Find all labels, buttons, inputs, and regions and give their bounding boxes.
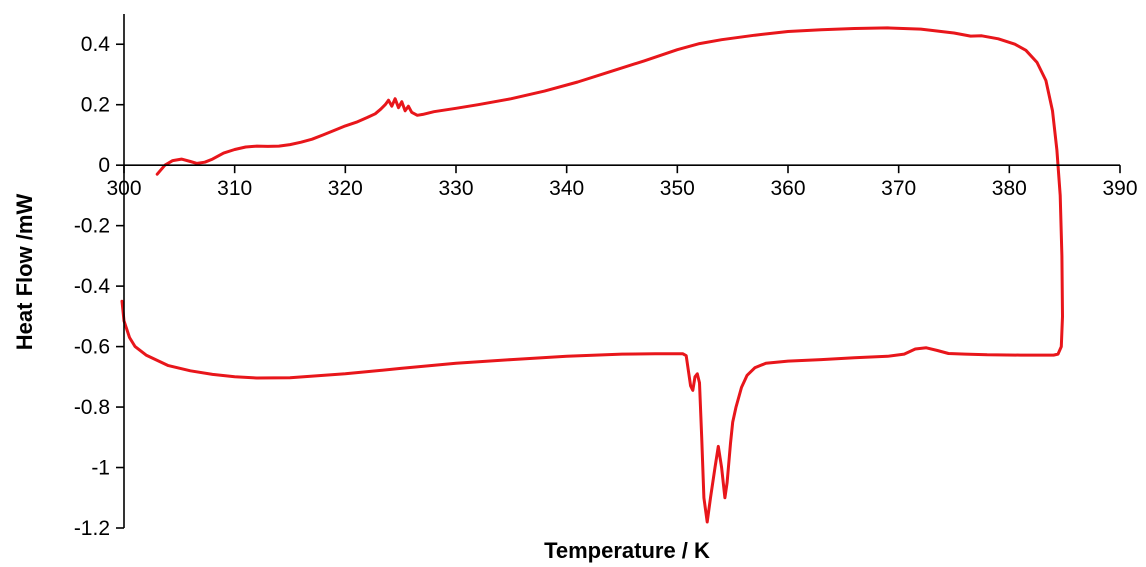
- y-axis: 0.4 0.2 0 -0.2 -0.4 -0.6 -0.8 -1 -1.2: [74, 14, 125, 540]
- x-tick-label: 370: [881, 177, 916, 200]
- y-tick-label: -0.2: [74, 215, 110, 238]
- x-axis-title: Temperature / K: [544, 538, 710, 563]
- y-tick-label: -0.4: [74, 275, 111, 298]
- x-tick-label: 300: [106, 177, 141, 200]
- y-tick-label: 0.4: [81, 33, 111, 56]
- x-tick-label: 380: [992, 177, 1027, 200]
- heat-flow-line: [120, 26, 1064, 524]
- x-tick-label: 350: [660, 177, 695, 200]
- y-tick-label: 0: [98, 154, 110, 177]
- x-tick-label: 360: [770, 177, 805, 200]
- y-tick-label: -0.8: [74, 396, 110, 419]
- y-tick-label: 0.2: [81, 94, 110, 117]
- y-axis-title: Heat Flow /mW: [12, 194, 37, 351]
- series-layer: [120, 26, 1064, 524]
- x-tick-label: 340: [549, 177, 584, 200]
- x-tick-label: 330: [438, 177, 473, 200]
- x-tick-label: 390: [1102, 177, 1137, 200]
- y-tick-label: -0.6: [74, 336, 110, 359]
- x-tick-label: 310: [217, 177, 252, 200]
- y-tick-label: -1: [91, 457, 110, 480]
- y-tick-label: -1.2: [74, 517, 110, 540]
- x-tick-label: 320: [328, 177, 363, 200]
- x-axis: 300 310 320 330 340 350 360 370 380 390: [106, 164, 1138, 200]
